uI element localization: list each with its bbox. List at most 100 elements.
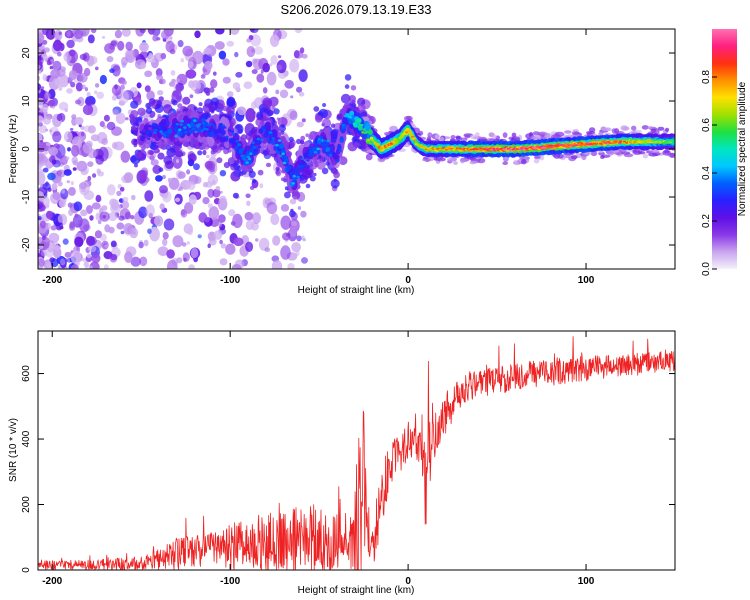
- spectrogram-cell: [99, 74, 107, 85]
- spectrogram-cell: [297, 165, 302, 168]
- spectrogram-cell: [166, 148, 176, 158]
- spectrogram-cell: [243, 81, 253, 89]
- spectrogram-cell: [194, 176, 202, 184]
- spectrogram-cell: [549, 144, 553, 147]
- spectrogram-cell: [245, 193, 251, 199]
- spectrogram-cell: [84, 98, 94, 106]
- spectrogram-cell: [233, 169, 242, 178]
- spectrogram-cell: [251, 69, 258, 75]
- spectrogram-cell: [291, 182, 295, 185]
- spectrogram-cell: [143, 239, 149, 247]
- spectrogram-cell: [322, 103, 327, 107]
- spectrogram-cell: [279, 154, 283, 158]
- spectrogram-cell: [250, 101, 257, 109]
- spectrogram-cell: [257, 169, 264, 176]
- spectrogram-cell: [99, 211, 110, 222]
- spectrogram-cell: [290, 184, 294, 187]
- spectrogram-cell: [42, 235, 46, 241]
- spectrogram-cell: [111, 94, 117, 101]
- spectrogram-cell: [601, 127, 610, 132]
- spectrogram-cell: [365, 153, 373, 161]
- spectrogram-cell: [188, 125, 192, 128]
- spectrogram-cell: [123, 172, 134, 183]
- spectrogram-cell: [191, 127, 196, 131]
- spectrogram-cell: [109, 198, 117, 207]
- spectrogram-cell: [262, 62, 271, 73]
- spectrogram-cell: [147, 29, 156, 35]
- spectrogram-cell: [101, 137, 108, 146]
- spectrogram-cell: [38, 32, 45, 44]
- spectrogram-cell: [277, 139, 282, 142]
- spectrogram-cell: [235, 140, 239, 143]
- spectrogram-cell: [136, 123, 139, 127]
- spectrogram-cell: [96, 91, 104, 100]
- snr-x-tick-label: -200: [42, 576, 62, 587]
- spectrogram-cell: [48, 99, 56, 107]
- spectrogram-cell: [650, 140, 654, 142]
- spectrogram-cell: [152, 165, 162, 174]
- spectrogram-cell: [190, 247, 199, 259]
- spectrogram-cell: [38, 141, 47, 153]
- spectrogram-cell: [81, 257, 86, 262]
- spectrogram-cell: [305, 133, 310, 137]
- spectrogram-cell: [231, 264, 242, 269]
- spectrogram-cell: [176, 89, 182, 95]
- spectrogram-cell: [133, 143, 138, 148]
- spectrogram-cell: [48, 232, 60, 244]
- spectrogram-cell: [148, 149, 154, 155]
- spectrogram-cell: [176, 257, 183, 264]
- spectrogram-cell: [176, 78, 180, 83]
- spectrogram-cell: [245, 60, 253, 68]
- spectrogram-cell: [368, 142, 373, 145]
- spectrogram-cell: [119, 186, 125, 192]
- spectrogram-cell: [281, 152, 285, 156]
- spectrogram-cell: [581, 154, 587, 161]
- spectrogram-cell: [134, 163, 138, 168]
- spectrogram-cell: [167, 128, 173, 134]
- spectrogram-cell: [340, 136, 344, 139]
- spectrogram-cell: [647, 126, 654, 130]
- spectrogram-cell: [147, 137, 151, 140]
- spectrogram-cell: [384, 131, 391, 136]
- spectrogram-cell: [175, 82, 185, 92]
- spectrogram-cell: [109, 68, 115, 73]
- spectrogram-cell: [322, 139, 326, 143]
- spectrogram-cell: [118, 89, 129, 105]
- spectrogram-cell: [163, 134, 167, 137]
- spectrogram-cell: [124, 48, 136, 61]
- spectrogram-cell: [38, 200, 43, 210]
- spectrogram-cell: [251, 141, 255, 145]
- spectrogram-x-ticks: -200 -100 0 100: [42, 29, 595, 286]
- spectrogram-cell: [293, 167, 298, 174]
- spectrogram-cell: [282, 232, 291, 241]
- spectrogram-cell: [295, 173, 299, 176]
- spectrogram-cell: [59, 225, 64, 230]
- spectrogram-cell: [50, 192, 61, 204]
- spectrogram-cell: [208, 206, 220, 220]
- spectrogram-cell: [144, 70, 153, 78]
- spectrogram-x-tick-label: 100: [578, 275, 595, 286]
- spectrogram-cell: [207, 243, 211, 249]
- spectrogram-cell: [218, 50, 227, 60]
- spectrogram-cell: [186, 241, 190, 245]
- spectrogram-cell: [583, 152, 592, 156]
- spectrogram-cell: [84, 264, 93, 269]
- spectrogram-cell: [213, 71, 217, 76]
- spectrogram-cell: [76, 160, 88, 172]
- spectrogram-cell: [607, 150, 615, 156]
- spectrogram-cell: [142, 132, 146, 136]
- spectrogram-cell: [49, 65, 54, 70]
- spectrogram-cell: [84, 87, 88, 92]
- spectrogram-cell: [412, 137, 416, 140]
- spectrogram-cell: [222, 58, 230, 66]
- spectrogram-cell: [58, 199, 66, 208]
- spectrogram-cell: [45, 128, 49, 132]
- spectrogram-cell: [58, 85, 63, 91]
- spectrogram-cell: [334, 154, 340, 161]
- spectrogram-cell: [357, 119, 361, 122]
- spectrogram-cell: [221, 129, 226, 136]
- spectrogram-cell: [309, 161, 318, 170]
- spectrogram-cell: [276, 64, 283, 71]
- spectrogram-cell: [296, 138, 302, 145]
